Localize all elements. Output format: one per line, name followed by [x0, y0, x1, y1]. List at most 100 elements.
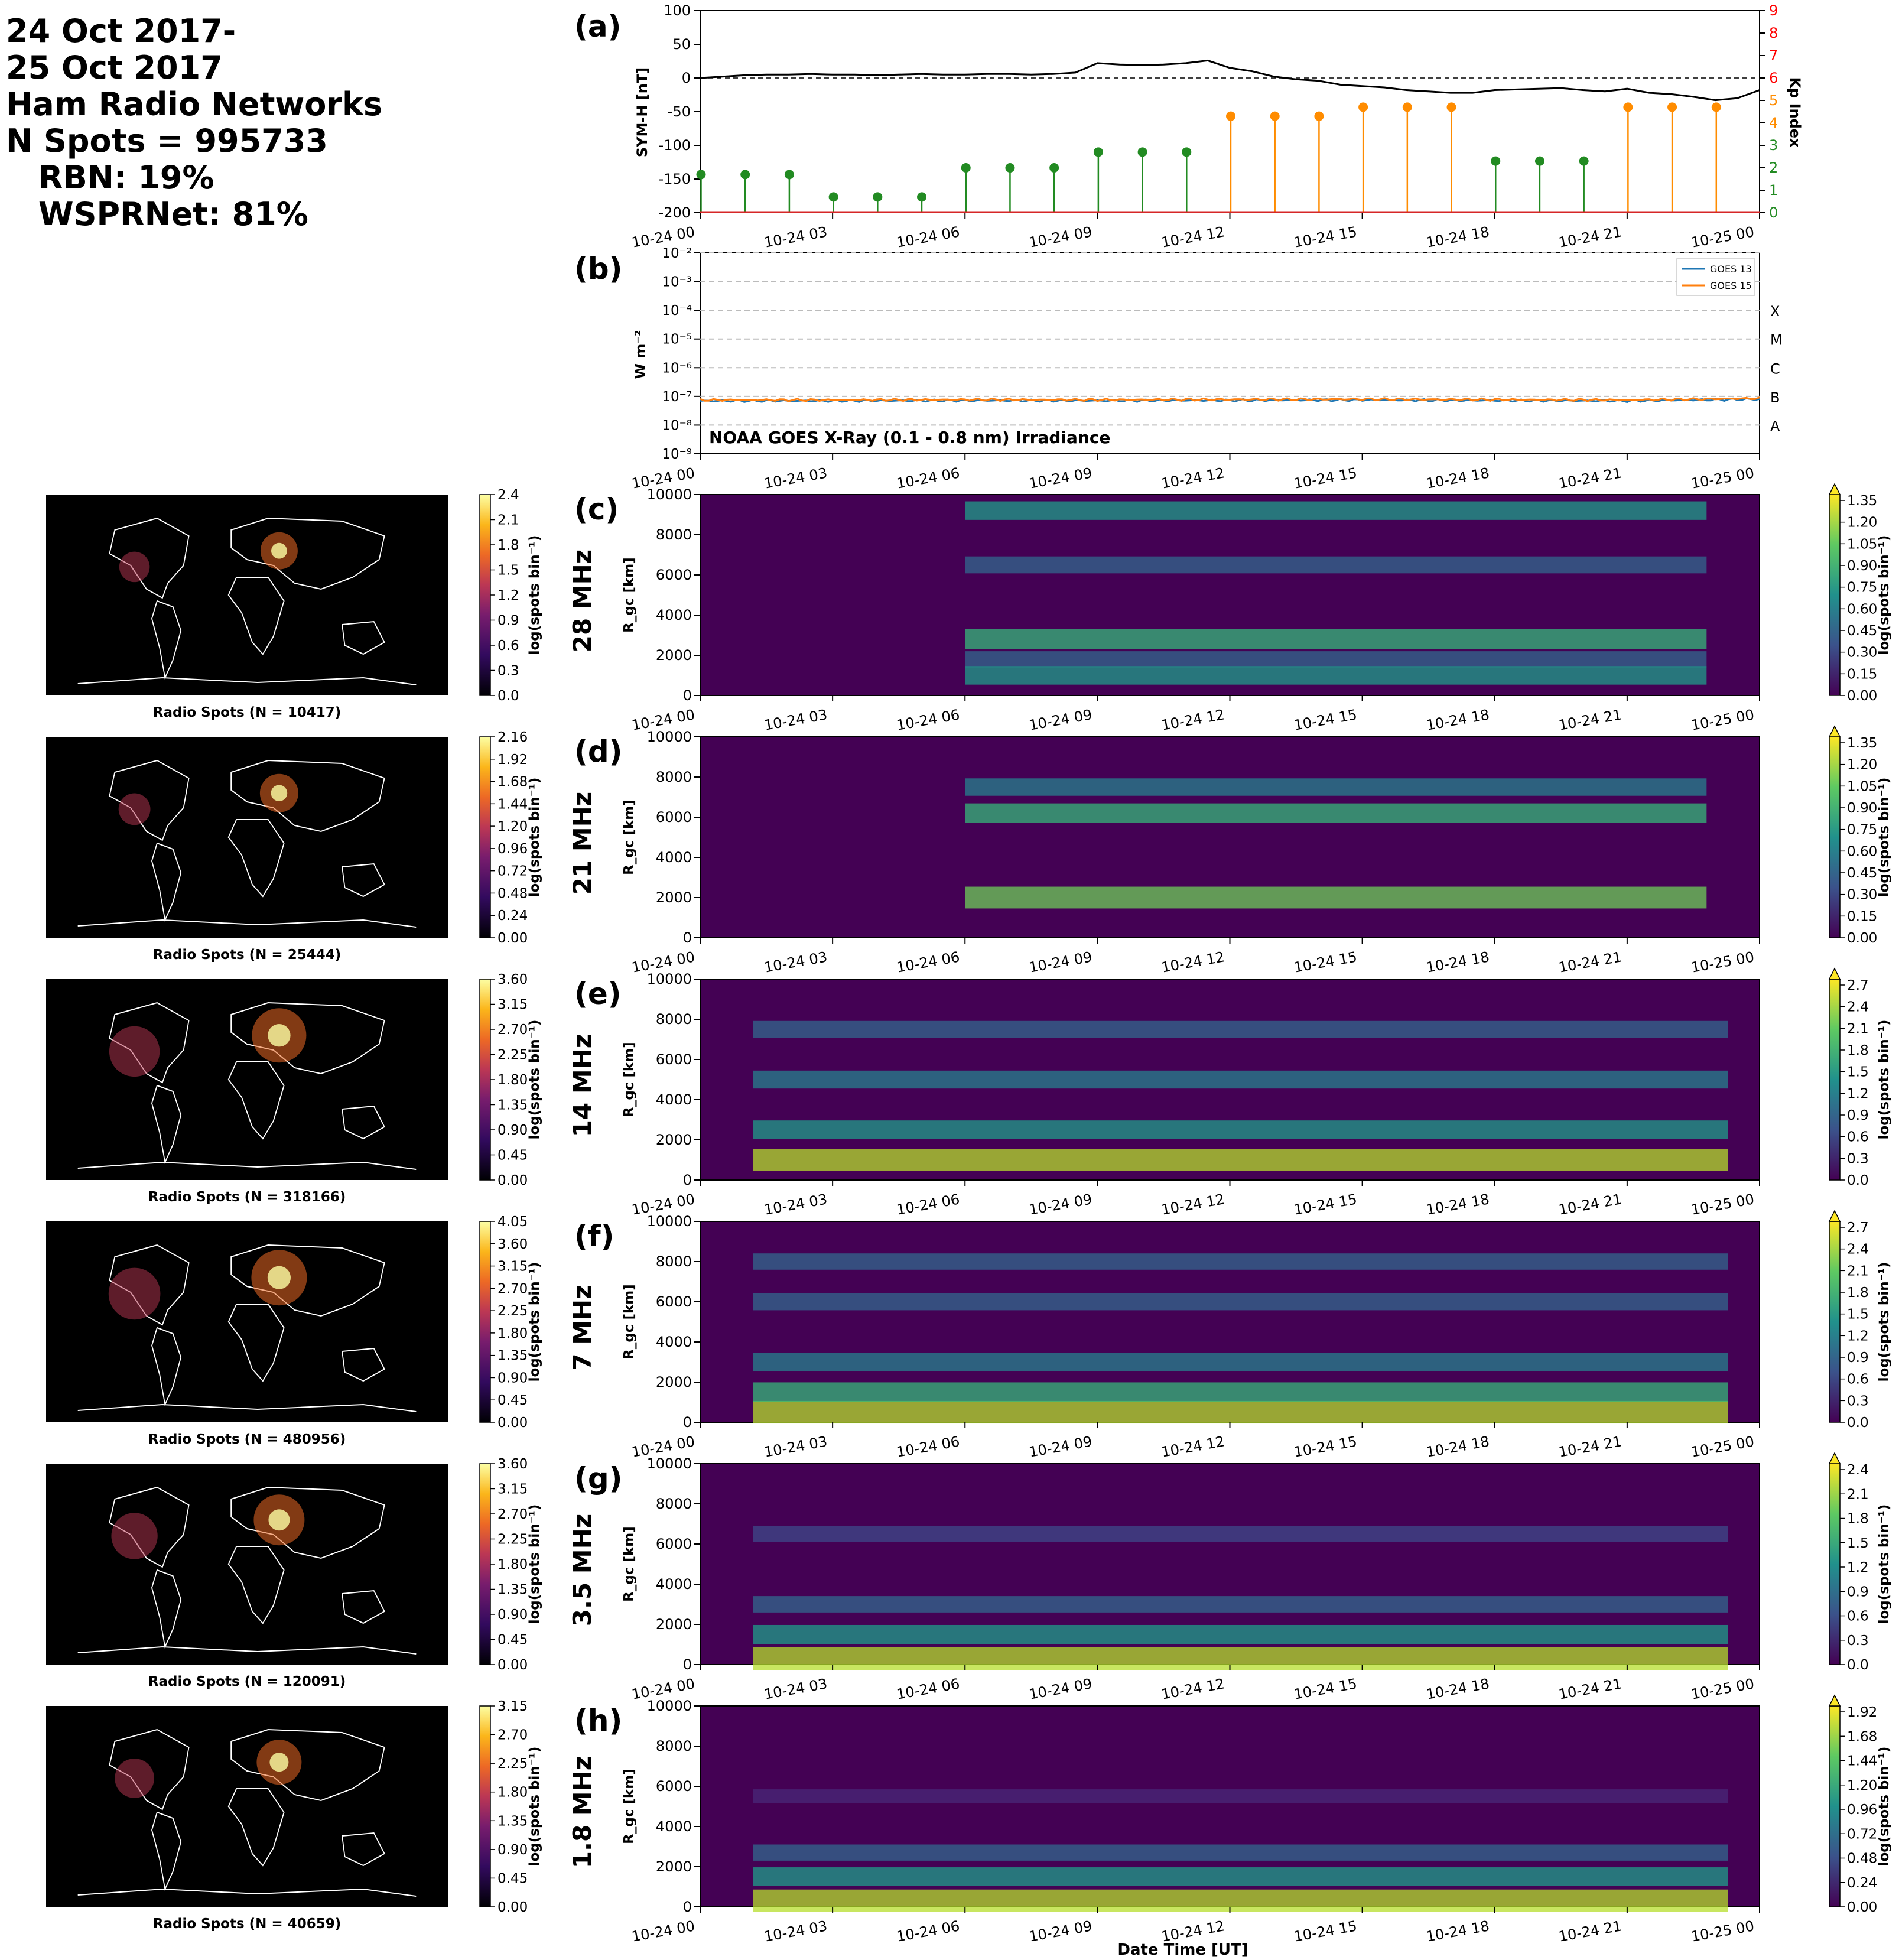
heat-cbar-label-7-mhz-7: 0.6 — [1847, 1372, 1869, 1387]
map-cbar-label-28-mhz-8: 0.0 — [497, 688, 519, 704]
heat-ytick-label-3p5-mhz-4: 2000 — [656, 1616, 692, 1633]
map-cbar-label-21-mhz-3: 1.44 — [497, 797, 528, 812]
kp-point-9 — [1093, 147, 1103, 157]
heat-band-21-mhz-2 — [965, 778, 1707, 796]
heat-21-mhz-xtick-label-1: 10-24 03 — [763, 948, 828, 976]
map-coastline-3p5-mhz-2 — [230, 1486, 385, 1559]
heat-cbar-label-3p5-mhz-4: 1.2 — [1847, 1560, 1869, 1575]
map-cbar-label-28-mhz-3: 1.5 — [497, 563, 519, 578]
heat-cbar-title-7-mhz: log(spots bin⁻¹) — [1877, 1262, 1892, 1382]
heat-14-mhz-xtick-label-6: 10-24 18 — [1425, 1191, 1491, 1218]
map-cbar-label-3p5-mhz-2: 2.70 — [497, 1507, 528, 1522]
heat-cbar-label-14-mhz-3: 1.8 — [1847, 1043, 1869, 1058]
heat-ytick-label-1p8-mhz-2: 6000 — [656, 1778, 692, 1795]
goes-ytick-label-0: 10⁻² — [662, 246, 692, 261]
heat-14-mhz-xtick-label-8: 10-25 00 — [1690, 1191, 1755, 1218]
map-cbar-label-21-mhz-9: 0.00 — [497, 931, 528, 946]
kp-point-19 — [1534, 156, 1544, 166]
map-coastline-14-mhz-1 — [151, 1084, 182, 1165]
heat-3p5-mhz-xtick-label-8: 10-25 00 — [1690, 1675, 1755, 1702]
heat-cbar-label-7-mhz-3: 1.8 — [1847, 1285, 1869, 1301]
map-21-mhz — [46, 737, 448, 938]
heat-3p5-mhz-xtick-label-3: 10-24 09 — [1027, 1675, 1093, 1702]
heat-21-mhz-xtick-label-8: 10-25 00 — [1690, 948, 1755, 976]
kp-point-5 — [917, 192, 927, 202]
heat-ylabel-21-mhz: R_gc [km] — [622, 799, 637, 875]
panel-a-xtick-label-6: 10-24 18 — [1425, 223, 1491, 251]
heat-ytick-label-7-mhz-4: 2000 — [656, 1374, 692, 1390]
map-cbar-label-28-mhz-4: 1.2 — [497, 588, 519, 603]
band-21-mhz: Radio Spots (N = 25444) 2.16 1.92 1.68 1.44 1… — [46, 725, 1892, 976]
map-caption-21-mhz: Radio Spots (N = 25444) — [153, 947, 342, 963]
heat-cbar-label-7-mhz-0: 2.7 — [1847, 1220, 1869, 1236]
kp-ytick-label-6: 6 — [1769, 70, 1778, 86]
symh-ytick-label-3: -50 — [668, 103, 691, 120]
heat-28-mhz-xtick-label-3: 10-24 09 — [1027, 706, 1093, 733]
heat-3p5-mhz-xtick-label-6: 10-24 18 — [1425, 1675, 1491, 1702]
heat-ytick-label-28-mhz-3: 4000 — [656, 607, 692, 623]
heat-ytick-label-1p8-mhz-1: 8000 — [656, 1738, 692, 1754]
heat-ytick-label-14-mhz-0: 10000 — [647, 971, 692, 987]
heat-band-28-mhz-1 — [965, 666, 1707, 685]
heat-colorbar-1p8-mhz — [1829, 1705, 1841, 1907]
band-7-mhz: Radio Spots (N = 480956)4.053.603.152.70… — [46, 1210, 1892, 1461]
heat-ytick-label-3p5-mhz-2: 6000 — [656, 1536, 692, 1552]
map-caption-28-mhz: Radio Spots (N = 10417) — [153, 705, 342, 720]
kp-point-21 — [1623, 102, 1633, 112]
map-coastline-1p8-mhz-5 — [77, 1888, 417, 1897]
map-cbar-label-7-mhz-3: 2.70 — [497, 1281, 528, 1296]
heat-21-mhz-xtick-label-2: 10-24 06 — [895, 948, 961, 976]
heat-cbar-label-21-mhz-5: 0.60 — [1847, 844, 1877, 859]
panel-b-xtick-label-8: 10-25 00 — [1690, 464, 1755, 492]
heat-7-mhz-xtick-label-3: 10-24 09 — [1027, 1433, 1093, 1460]
panel-label-3p5-mhz: (g) — [574, 1461, 623, 1496]
heat-7-mhz-xtick-label-6: 10-24 18 — [1425, 1433, 1491, 1460]
rbn-percent: RBN: 19% — [38, 159, 214, 196]
heat-cbar-label-7-mhz-8: 0.3 — [1847, 1393, 1869, 1409]
heat-cbar-label-28-mhz-9: 0.00 — [1847, 688, 1877, 704]
kp-point-6 — [961, 163, 971, 173]
heat-band-28-mhz-2 — [965, 629, 1707, 649]
heat-colorbar-7-mhz — [1829, 1221, 1841, 1423]
map-coastline-1p8-mhz-4 — [342, 1832, 385, 1867]
heat-ytick-label-7-mhz-5: 0 — [683, 1414, 692, 1431]
map-coastline-3p5-mhz-1 — [151, 1569, 182, 1649]
map-coastline-7-mhz-1 — [151, 1327, 182, 1407]
heat-ytick-label-14-mhz-4: 2000 — [656, 1132, 692, 1148]
wsprnet-percent: WSPRNet: 81% — [38, 196, 308, 233]
heat-cbar-label-21-mhz-0: 1.35 — [1847, 736, 1877, 751]
kp-point-16 — [1402, 102, 1412, 112]
heat-ytick-label-14-mhz-1: 8000 — [656, 1011, 692, 1028]
heat-cbar-label-3p5-mhz-2: 1.8 — [1847, 1512, 1869, 1527]
heat-ytick-label-14-mhz-5: 0 — [683, 1172, 692, 1188]
map-coastline-7-mhz-5 — [77, 1403, 417, 1412]
band-14-mhz: Radio Spots (N = 318166)3.603.152.702.25… — [46, 967, 1892, 1218]
figure-header: 24 Oct 2017- 25 Oct 2017 Ham Radio Netwo… — [6, 13, 538, 233]
map-caption-3p5-mhz: Radio Spots (N = 120091) — [148, 1674, 346, 1689]
band-28-mhz: Radio Spots (N = 10417) 2.4 2.1 1.8 1.5 1.2 0.… — [46, 483, 1892, 734]
map-cbar-label-28-mhz-7: 0.3 — [497, 664, 519, 679]
heat-ytick-label-7-mhz-2: 6000 — [656, 1293, 692, 1310]
map-14-mhz — [46, 979, 448, 1180]
map-cbar-label-3p5-mhz-0: 3.60 — [497, 1457, 528, 1472]
panel-a-xtick-label-8: 10-25 00 — [1690, 223, 1755, 251]
heat-ytick-label-14-mhz-3: 4000 — [656, 1091, 692, 1108]
band-label-14-mhz: 14 MHz — [568, 1034, 597, 1137]
heat-ytick-label-1p8-mhz-4: 2000 — [656, 1858, 692, 1875]
map-colorbar-28-mhz — [479, 494, 491, 696]
heat-1p8-mhz-xtick-label-7: 10-24 21 — [1557, 1917, 1623, 1945]
panel-b-label: (b) — [574, 252, 623, 286]
heat-cbar-label-21-mhz-3: 0.90 — [1847, 801, 1877, 816]
heat-ytick-label-1p8-mhz-0: 10000 — [647, 1698, 692, 1714]
goes-ylabel: W m⁻² — [632, 330, 649, 379]
heat-colorbar-28-mhz — [1829, 494, 1841, 696]
heat-3p5-mhz-xtick-label-7: 10-24 21 — [1557, 1675, 1623, 1702]
total-spots: N Spots = 995733 — [6, 122, 328, 160]
map-cbar-label-21-mhz-7: 0.48 — [497, 886, 528, 901]
heat-cbar-title-14-mhz: log(spots bin⁻¹) — [1877, 1020, 1892, 1140]
panel-a-xtick-label-4: 10-24 12 — [1160, 223, 1225, 251]
heat-colorbar-extend-3p5-mhz — [1828, 1452, 1841, 1464]
kp-ytick-label-1: 1 — [1769, 182, 1778, 199]
kp-ytick-label-8: 8 — [1769, 25, 1778, 41]
